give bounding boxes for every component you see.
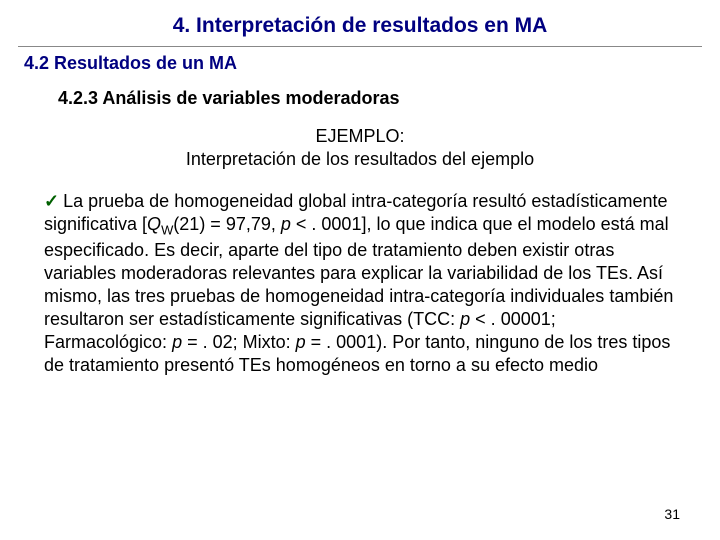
section-heading: 4.2 Resultados de un MA (24, 53, 720, 74)
body-paragraph: ✓La prueba de homogeneidad global intra-… (44, 190, 676, 377)
page-number: 31 (664, 506, 680, 522)
stat-W-subscript: W (161, 222, 173, 237)
p-value-3: p (172, 332, 182, 352)
title-divider (18, 46, 702, 47)
subsection-heading: 4.2.3 Análisis de variables moderadoras (58, 88, 720, 109)
body-seg2: (21) = 97,79, (173, 214, 281, 234)
example-label: EJEMPLO: (315, 126, 404, 146)
slide-title: 4. Interpretación de resultados en MA (0, 0, 720, 46)
p-value-1: p (281, 214, 291, 234)
p-value-4: p (296, 332, 306, 352)
stat-Q: Q (147, 214, 161, 234)
check-icon: ✓ (44, 191, 59, 211)
p-value-2: p (460, 309, 470, 329)
body-seg5: = . 02; Mixto: (182, 332, 296, 352)
example-header: EJEMPLO: Interpretación de los resultado… (0, 125, 720, 172)
example-subtitle: Interpretación de los resultados del eje… (186, 149, 534, 169)
